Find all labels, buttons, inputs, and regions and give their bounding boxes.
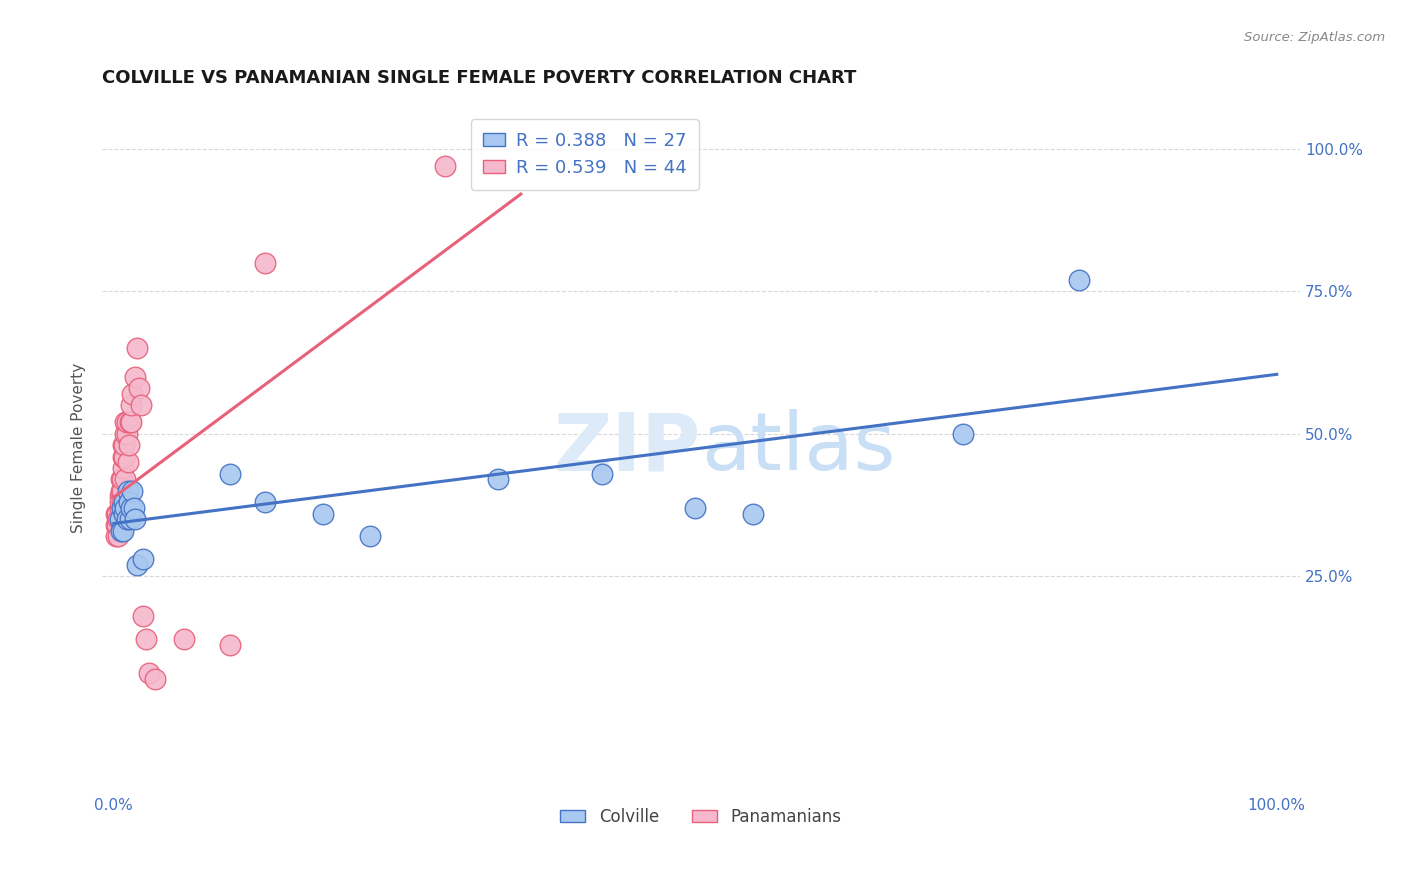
Point — [117, 455, 139, 469]
Point — [312, 507, 335, 521]
Point — [111, 472, 134, 486]
Point — [117, 483, 139, 498]
Point — [143, 672, 166, 686]
Point — [253, 495, 276, 509]
Point — [219, 638, 242, 652]
Point — [114, 416, 136, 430]
Point — [114, 500, 136, 515]
Point — [127, 558, 149, 572]
Point — [112, 438, 135, 452]
Point — [120, 500, 142, 515]
Point — [121, 483, 143, 498]
Point — [111, 483, 134, 498]
Point — [110, 472, 132, 486]
Text: Source: ZipAtlas.com: Source: ZipAtlas.com — [1244, 31, 1385, 45]
Point — [120, 416, 142, 430]
Point — [112, 507, 135, 521]
Text: ZIP: ZIP — [554, 409, 702, 487]
Point — [112, 450, 135, 464]
Point — [118, 438, 141, 452]
Point — [108, 490, 131, 504]
Point — [127, 341, 149, 355]
Point — [253, 256, 276, 270]
Point — [114, 472, 136, 486]
Point — [124, 369, 146, 384]
Point — [359, 529, 381, 543]
Point — [115, 416, 138, 430]
Point — [107, 512, 129, 526]
Point — [135, 632, 157, 646]
Point — [952, 426, 974, 441]
Point — [132, 552, 155, 566]
Point — [112, 450, 135, 464]
Legend: Colville, Panamanians: Colville, Panamanians — [554, 801, 848, 832]
Point — [685, 500, 707, 515]
Point — [114, 426, 136, 441]
Point — [115, 426, 138, 441]
Point — [111, 495, 134, 509]
Point — [105, 529, 128, 543]
Point — [105, 517, 128, 532]
Point — [112, 495, 135, 509]
Point — [110, 524, 132, 538]
Point — [486, 472, 509, 486]
Point — [128, 381, 150, 395]
Point — [105, 507, 128, 521]
Point — [108, 500, 131, 515]
Point — [112, 438, 135, 452]
Point — [112, 461, 135, 475]
Point — [108, 512, 131, 526]
Text: atlas: atlas — [702, 409, 896, 487]
Point — [219, 467, 242, 481]
Point — [107, 529, 129, 543]
Point — [132, 609, 155, 624]
Point — [122, 500, 145, 515]
Point — [129, 398, 152, 412]
Y-axis label: Single Female Poverty: Single Female Poverty — [72, 363, 86, 533]
Point — [434, 159, 457, 173]
Point — [110, 483, 132, 498]
Point — [108, 495, 131, 509]
Point — [111, 500, 134, 515]
Point — [112, 524, 135, 538]
Point — [108, 512, 131, 526]
Point — [120, 416, 142, 430]
Point — [120, 512, 142, 526]
Point — [121, 387, 143, 401]
Point — [118, 495, 141, 509]
Point — [115, 512, 138, 526]
Point — [124, 512, 146, 526]
Point — [105, 517, 128, 532]
Point — [742, 507, 765, 521]
Point — [591, 467, 613, 481]
Point — [173, 632, 195, 646]
Point — [105, 507, 128, 521]
Point — [1067, 273, 1090, 287]
Point — [138, 666, 160, 681]
Point — [120, 398, 142, 412]
Text: COLVILLE VS PANAMANIAN SINGLE FEMALE POVERTY CORRELATION CHART: COLVILLE VS PANAMANIAN SINGLE FEMALE POV… — [103, 69, 856, 87]
